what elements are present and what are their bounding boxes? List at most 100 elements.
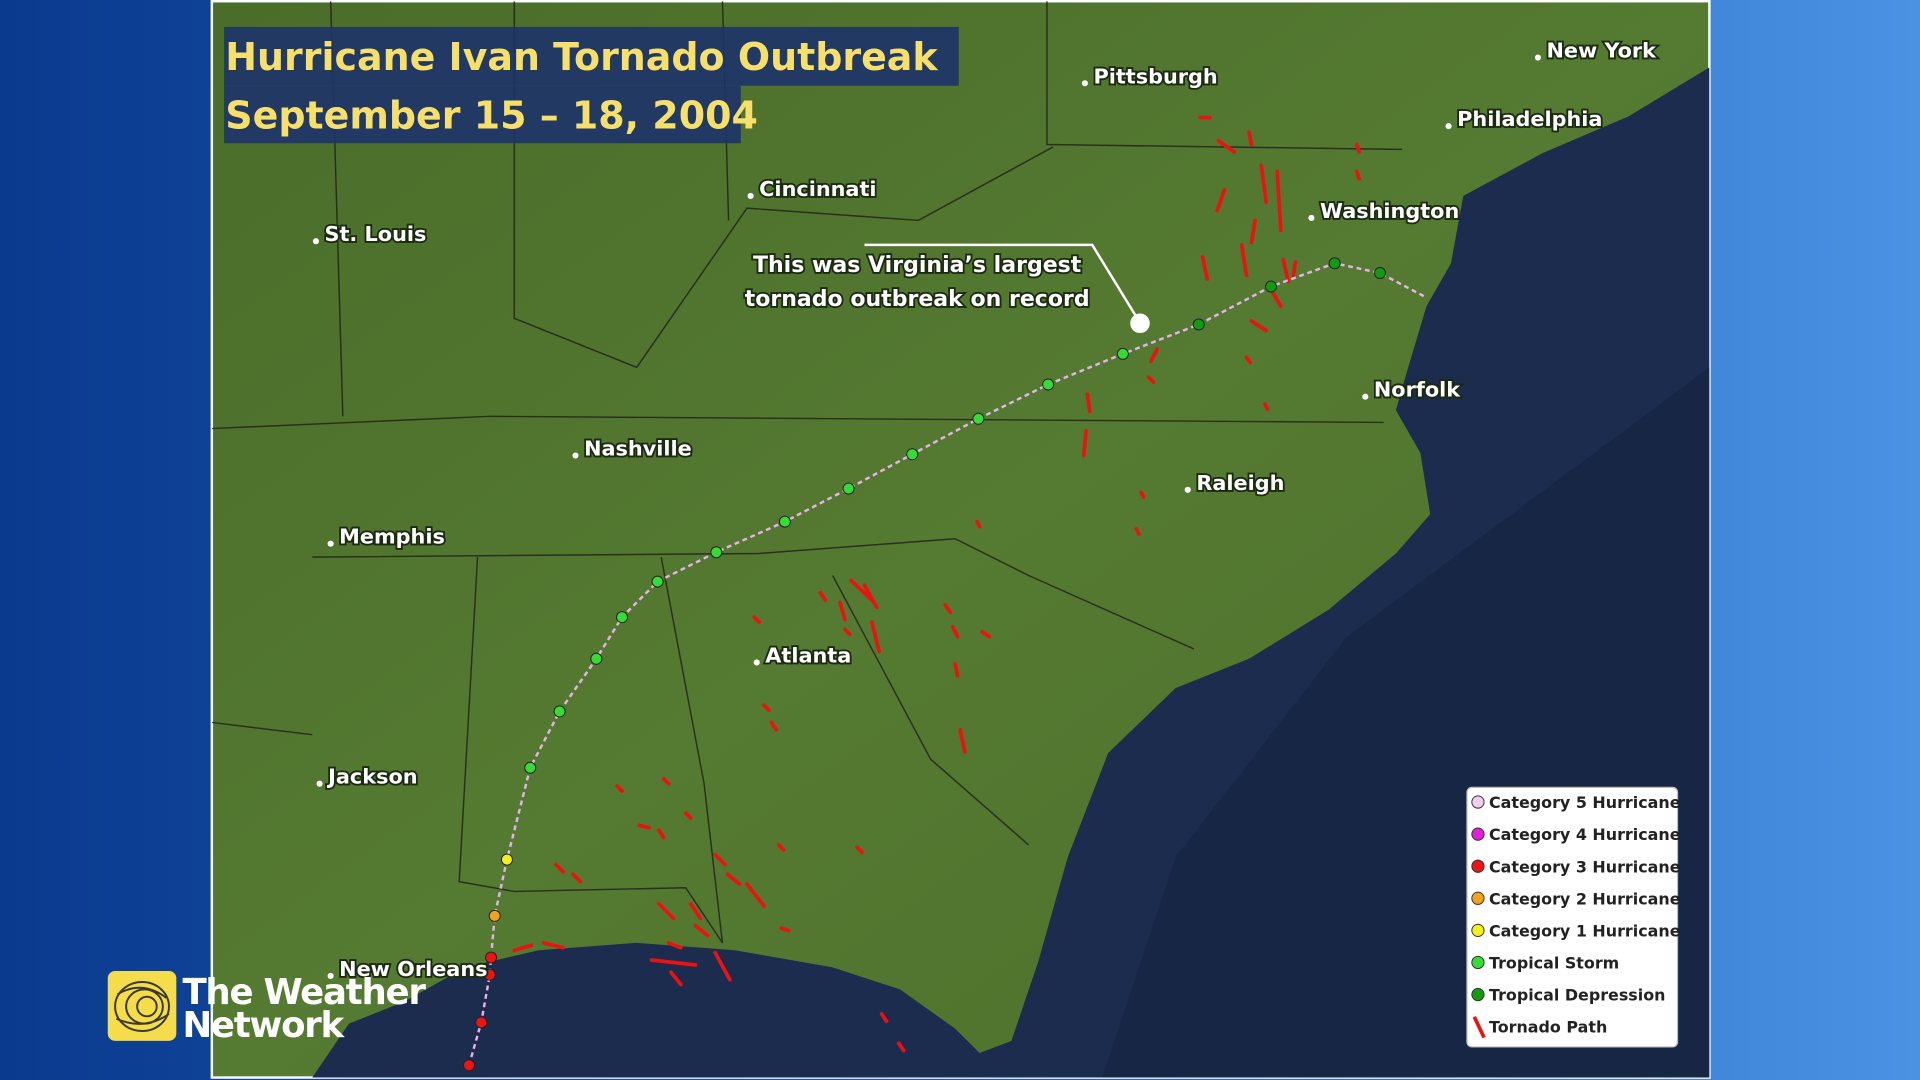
track-point — [475, 1016, 488, 1029]
tornado-path — [688, 901, 703, 921]
city-dot — [316, 780, 323, 787]
tornado-path — [713, 852, 727, 867]
tornado-path — [958, 727, 967, 754]
track-point — [1328, 257, 1341, 270]
tornado-paths — [512, 115, 1362, 1053]
tornado-path — [1085, 392, 1092, 414]
tornado-path — [1263, 402, 1270, 411]
track-point — [483, 968, 496, 981]
storm-track — [467, 261, 1425, 1066]
legend-label: Tropical Depression — [1489, 986, 1666, 1005]
track-point — [906, 448, 919, 461]
legend-label: Category 4 Hurricane — [1489, 825, 1681, 844]
tornado-path — [615, 784, 624, 793]
city-dot — [572, 452, 579, 459]
city-dot — [1308, 214, 1315, 222]
track-point — [462, 1059, 475, 1072]
tornado-path — [769, 720, 779, 732]
city-label: St. Louis — [324, 222, 426, 246]
tornado-path — [943, 603, 953, 615]
city-dot — [327, 540, 334, 547]
tornado-path — [975, 519, 982, 529]
annotation-line: This was Virginia’s largest — [753, 253, 1082, 278]
legend-marker — [1472, 1016, 1486, 1039]
tornado-path — [855, 845, 864, 855]
title-background — [224, 26, 959, 86]
tornado-path — [541, 941, 566, 950]
tornado-path — [870, 620, 882, 654]
legend-marker — [1471, 923, 1485, 937]
tornado-path — [752, 615, 762, 624]
city-label: Raleigh — [1196, 471, 1284, 495]
city-label: Philadelphia — [1457, 107, 1602, 131]
tornado-path — [1134, 527, 1141, 536]
tornado-path — [661, 776, 671, 786]
annotation-line: tornado outbreak on record — [745, 287, 1090, 312]
tornado-path — [1249, 318, 1268, 333]
tornado-path — [656, 901, 676, 921]
logo-text: Network — [182, 1005, 345, 1046]
tornado-path — [1354, 142, 1362, 154]
tornado-path — [779, 926, 791, 933]
track-point — [778, 515, 791, 528]
tornado-path — [666, 941, 683, 950]
track-point — [553, 705, 566, 718]
tornado-path — [683, 811, 693, 820]
track-point — [651, 575, 664, 588]
tornado-path — [849, 578, 874, 602]
tornado-path — [693, 923, 710, 938]
title-line: September 15 – 18, 2004 — [225, 94, 758, 138]
tornado-path — [1081, 429, 1088, 458]
legend-marker — [1471, 859, 1485, 873]
city-label: Nashville — [584, 437, 692, 461]
city-label: Norfolk — [1374, 378, 1461, 402]
legend-box — [1466, 786, 1679, 1048]
tornado-path — [762, 703, 771, 713]
tornado-path — [879, 1012, 889, 1024]
tornado-path — [980, 630, 992, 639]
track-point — [524, 761, 537, 774]
track-point — [842, 482, 855, 495]
city-label: Jackson — [326, 765, 417, 789]
tornado-path — [745, 882, 766, 908]
city-label: Atlanta — [765, 643, 851, 667]
tornado-path — [1291, 260, 1298, 279]
track-point — [590, 652, 603, 665]
tornado-path — [1259, 163, 1268, 204]
city-label: Memphis — [339, 525, 445, 549]
tornado-path — [571, 872, 583, 884]
track-point — [1042, 378, 1055, 391]
tornado-path — [1215, 187, 1227, 213]
track-point — [1374, 267, 1386, 280]
track-point — [500, 853, 513, 866]
annotation-leader — [864, 243, 1140, 322]
tornado-path — [1149, 347, 1159, 364]
tornado-path — [1200, 255, 1210, 282]
legend-label: Tornado Path — [1489, 1018, 1607, 1037]
tornado-path — [725, 872, 742, 886]
legend-label: Category 1 Hurricane — [1489, 921, 1681, 940]
city-dot — [1534, 54, 1542, 61]
track-point — [1192, 318, 1205, 331]
tornado-path — [1249, 218, 1257, 245]
tornado-path — [637, 823, 651, 830]
track-points — [462, 257, 1386, 1072]
tornado-path — [776, 843, 786, 852]
tornado-path — [656, 828, 666, 840]
tornado-path — [953, 661, 960, 678]
tornado-path — [1244, 355, 1253, 365]
legend-marker — [1471, 987, 1485, 1002]
city-label: Cincinnati — [759, 177, 876, 201]
track-point — [1265, 280, 1278, 293]
tornado-path — [512, 943, 534, 953]
city-dot — [753, 659, 760, 666]
track-point — [972, 412, 985, 425]
tornado-path — [896, 1041, 906, 1053]
legend-marker — [1471, 795, 1485, 809]
tornado-path — [669, 970, 683, 987]
annotation-dot — [1130, 313, 1150, 334]
tornado-path — [838, 600, 847, 622]
city-dot — [747, 192, 754, 199]
